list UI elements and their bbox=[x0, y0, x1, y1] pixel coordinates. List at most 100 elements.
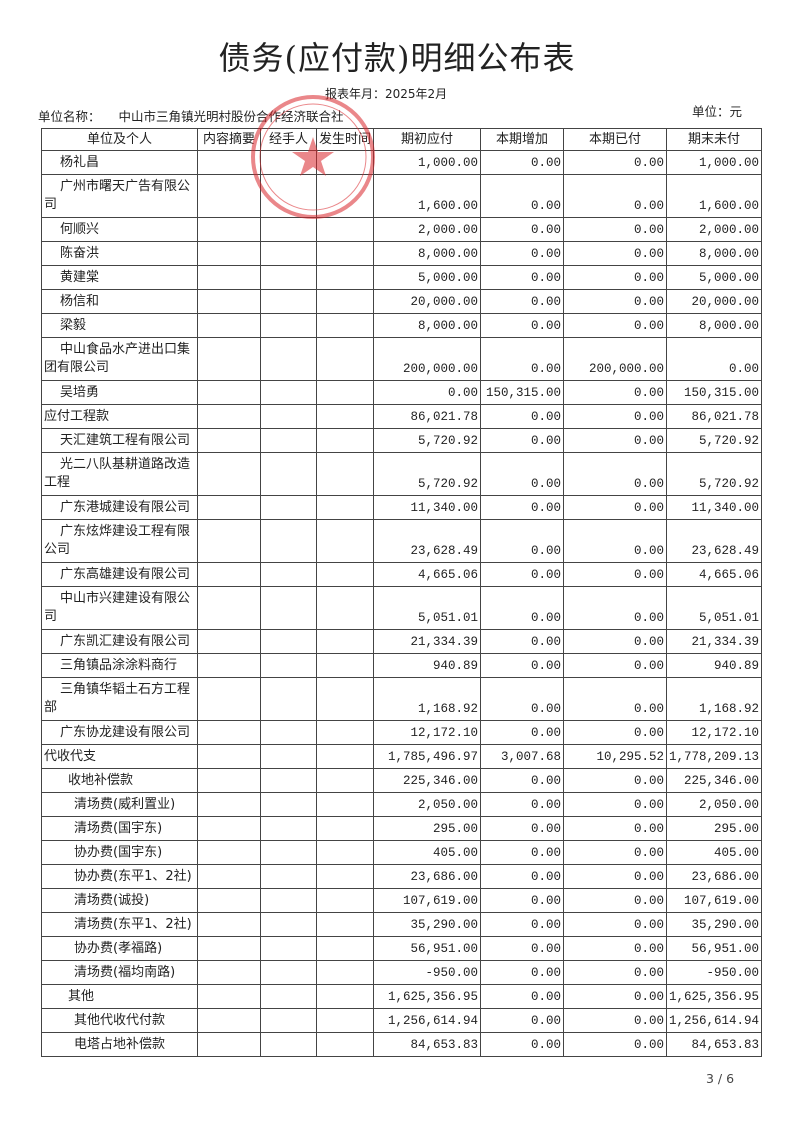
unit-name: 中山市三角镇光明村股份合作经济联合社 bbox=[118, 109, 344, 124]
current-paid: 0.00 bbox=[563, 912, 668, 937]
table-row: 广东协龙建设有限公司 12,172.10 0.00 0.00 12,172.10 bbox=[41, 720, 763, 745]
table-row: 协办费(孝福路) 56,951.00 0.00 0.00 56,951.00 bbox=[41, 936, 763, 961]
summary-cell bbox=[197, 586, 261, 630]
opening-payable: 84,653.83 bbox=[373, 1032, 482, 1057]
table-row: 中山食品水产进出口集团有限公司 200,000.00 0.00 200,000.00 0… bbox=[41, 337, 763, 381]
current-paid: 0.00 bbox=[563, 452, 668, 496]
opening-payable: 8,000.00 bbox=[373, 241, 482, 266]
handler-cell bbox=[260, 562, 317, 587]
row-name: 三角镇品涂涂料商行 bbox=[41, 653, 198, 678]
row-name: 清场费(国宇东) bbox=[41, 816, 198, 841]
closing-unpaid: 35,290.00 bbox=[666, 912, 763, 937]
current-increase: 0.00 bbox=[480, 816, 565, 841]
table-row: 协办费(东平1、2社) 23,686.00 0.00 0.00 23,686.00 bbox=[41, 864, 763, 889]
current-paid: 0.00 bbox=[563, 653, 668, 678]
summary-cell bbox=[197, 404, 261, 429]
page-number: 3 / 6 bbox=[706, 1071, 735, 1086]
current-paid: 0.00 bbox=[563, 562, 668, 587]
closing-unpaid: 1,256,614.94 bbox=[666, 1008, 763, 1033]
closing-unpaid: 5,720.92 bbox=[666, 452, 763, 496]
column-header: 期末未付 bbox=[666, 128, 763, 151]
handler-cell bbox=[260, 677, 317, 721]
closing-unpaid: 23,628.49 bbox=[666, 519, 763, 563]
date-cell bbox=[315, 888, 375, 913]
row-name: 吴培勇 bbox=[41, 380, 198, 405]
opening-payable: 1,168.92 bbox=[373, 677, 482, 721]
closing-unpaid: 5,000.00 bbox=[666, 265, 763, 290]
row-name: 收地补偿款 bbox=[41, 768, 198, 793]
date-cell bbox=[315, 936, 375, 961]
table-row: 广东炫烨建设工程有限公司 23,628.49 0.00 0.00 23,628.49 bbox=[41, 519, 763, 563]
current-paid: 0.00 bbox=[563, 816, 668, 841]
date-cell bbox=[315, 840, 375, 865]
current-increase: 0.00 bbox=[480, 519, 565, 563]
opening-payable: 23,628.49 bbox=[373, 519, 482, 563]
row-name: 清场费(福均南路) bbox=[41, 960, 198, 985]
current-increase: 0.00 bbox=[480, 562, 565, 587]
current-paid: 0.00 bbox=[563, 217, 668, 242]
handler-cell bbox=[260, 768, 317, 793]
handler-cell bbox=[260, 840, 317, 865]
date-cell bbox=[315, 912, 375, 937]
current-increase: 0.00 bbox=[480, 217, 565, 242]
current-paid: 0.00 bbox=[563, 265, 668, 290]
closing-unpaid: 225,346.00 bbox=[666, 768, 763, 793]
current-paid: 0.00 bbox=[563, 586, 668, 630]
opening-payable: 5,720.92 bbox=[373, 452, 482, 496]
table-row: 三角镇华韬土石方工程部 1,168.92 0.00 0.00 1,168.92 bbox=[41, 677, 763, 721]
current-increase: 0.00 bbox=[480, 768, 565, 793]
current-paid: 0.00 bbox=[563, 720, 668, 745]
date-cell bbox=[315, 289, 375, 314]
opening-payable: 2,050.00 bbox=[373, 792, 482, 817]
opening-payable: 8,000.00 bbox=[373, 313, 482, 338]
closing-unpaid: 1,000.00 bbox=[666, 150, 763, 175]
row-name: 清场费(诚投) bbox=[41, 888, 198, 913]
current-increase: 0.00 bbox=[480, 1032, 565, 1057]
table-row: 黄建棠 5,000.00 0.00 0.00 5,000.00 bbox=[41, 265, 763, 290]
current-paid: 10,295.52 bbox=[563, 744, 668, 769]
summary-cell bbox=[197, 380, 261, 405]
table-row: 中山市兴建建设有限公司 5,051.01 0.00 0.00 5,051.01 bbox=[41, 586, 763, 630]
column-header: 经手人 bbox=[260, 128, 317, 151]
unit-name-line: 单位名称： 中山市三角镇光明村股份合作经济联合社 bbox=[38, 109, 344, 125]
current-increase: 0.00 bbox=[480, 174, 565, 218]
current-paid: 0.00 bbox=[563, 888, 668, 913]
summary-cell bbox=[197, 313, 261, 338]
table-row: 清场费(威利置业) 2,050.00 0.00 0.00 2,050.00 bbox=[41, 792, 763, 817]
closing-unpaid: 84,653.83 bbox=[666, 1032, 763, 1057]
column-header: 本期已付 bbox=[563, 128, 668, 151]
current-increase: 150,315.00 bbox=[480, 380, 565, 405]
current-paid: 0.00 bbox=[563, 677, 668, 721]
handler-cell bbox=[260, 984, 317, 1009]
opening-payable: 5,720.92 bbox=[373, 428, 482, 453]
current-increase: 0.00 bbox=[480, 864, 565, 889]
row-name: 其他 bbox=[41, 984, 198, 1009]
table-row: 广东港城建设有限公司 11,340.00 0.00 0.00 11,340.00 bbox=[41, 495, 763, 520]
opening-payable: 12,172.10 bbox=[373, 720, 482, 745]
table-row: 电塔占地补偿款 84,653.83 0.00 0.00 84,653.83 bbox=[41, 1032, 763, 1057]
date-cell bbox=[315, 562, 375, 587]
date-cell bbox=[315, 174, 375, 218]
current-paid: 0.00 bbox=[563, 629, 668, 654]
column-header: 发生时间 bbox=[315, 128, 375, 151]
closing-unpaid: 940.89 bbox=[666, 653, 763, 678]
table-row: 协办费(国宇东) 405.00 0.00 0.00 405.00 bbox=[41, 840, 763, 865]
closing-unpaid: 56,951.00 bbox=[666, 936, 763, 961]
opening-payable: 0.00 bbox=[373, 380, 482, 405]
handler-cell bbox=[260, 653, 317, 678]
handler-cell bbox=[260, 313, 317, 338]
current-paid: 0.00 bbox=[563, 984, 668, 1009]
handler-cell bbox=[260, 380, 317, 405]
row-name: 中山食品水产进出口集团有限公司 bbox=[41, 337, 198, 381]
date-cell bbox=[315, 864, 375, 889]
summary-cell bbox=[197, 265, 261, 290]
closing-unpaid: 0.00 bbox=[666, 337, 763, 381]
closing-unpaid: 1,600.00 bbox=[666, 174, 763, 218]
handler-cell bbox=[260, 912, 317, 937]
current-paid: 0.00 bbox=[563, 313, 668, 338]
handler-cell bbox=[260, 720, 317, 745]
current-paid: 0.00 bbox=[563, 864, 668, 889]
summary-cell bbox=[197, 768, 261, 793]
date-cell bbox=[315, 519, 375, 563]
closing-unpaid: 1,168.92 bbox=[666, 677, 763, 721]
